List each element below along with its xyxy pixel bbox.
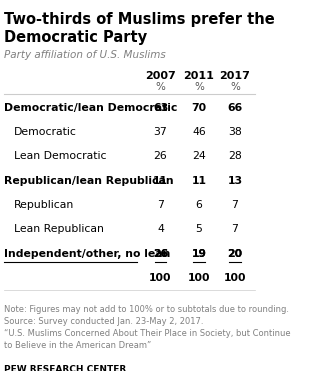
Text: 7: 7 [231,200,239,210]
Text: 19: 19 [192,249,206,259]
Text: 11: 11 [192,175,206,186]
Text: 46: 46 [192,127,206,137]
Text: Two-thirds of Muslims prefer the
Democratic Party: Two-thirds of Muslims prefer the Democra… [4,12,275,45]
Text: Democratic/lean Democratic: Democratic/lean Democratic [4,103,177,113]
Text: 7: 7 [157,200,164,210]
Text: %: % [194,82,204,92]
Text: 19: 19 [192,249,206,259]
Text: 20: 20 [227,249,243,259]
Text: 26: 26 [154,151,167,161]
Text: 2011: 2011 [184,70,214,81]
Text: Republican: Republican [14,200,74,210]
Text: 100: 100 [149,273,172,283]
Text: 37: 37 [154,127,167,137]
Text: 70: 70 [192,103,207,113]
Text: 7: 7 [231,224,239,234]
Text: Note: Figures may not add to 100% or to subtotals due to rounding.
Source: Surve: Note: Figures may not add to 100% or to … [4,305,290,350]
Text: 13: 13 [227,175,243,186]
Text: 6: 6 [196,200,202,210]
Text: 5: 5 [196,224,202,234]
Text: 100: 100 [188,273,210,283]
Text: 66: 66 [227,103,243,113]
Text: 20: 20 [227,249,243,259]
Text: 26: 26 [153,249,168,259]
Text: 2007: 2007 [145,70,176,81]
Text: Lean Democratic: Lean Democratic [14,151,107,161]
Text: Party affiliation of U.S. Muslims: Party affiliation of U.S. Muslims [4,50,166,60]
Text: 2017: 2017 [219,70,250,81]
Text: 11: 11 [153,175,168,186]
Text: PEW RESEARCH CENTER: PEW RESEARCH CENTER [4,365,126,371]
Text: 63: 63 [153,103,168,113]
Text: Republican/lean Republican: Republican/lean Republican [4,175,174,186]
Text: %: % [230,82,240,92]
Text: 28: 28 [228,151,242,161]
Text: 26: 26 [153,249,168,259]
Text: Democratic: Democratic [14,127,77,137]
Text: %: % [156,82,165,92]
Text: Independent/other, no lean: Independent/other, no lean [4,249,170,259]
Text: 4: 4 [157,224,164,234]
Text: Lean Republican: Lean Republican [14,224,104,234]
Text: 38: 38 [228,127,242,137]
Text: 100: 100 [224,273,246,283]
Text: 24: 24 [192,151,206,161]
